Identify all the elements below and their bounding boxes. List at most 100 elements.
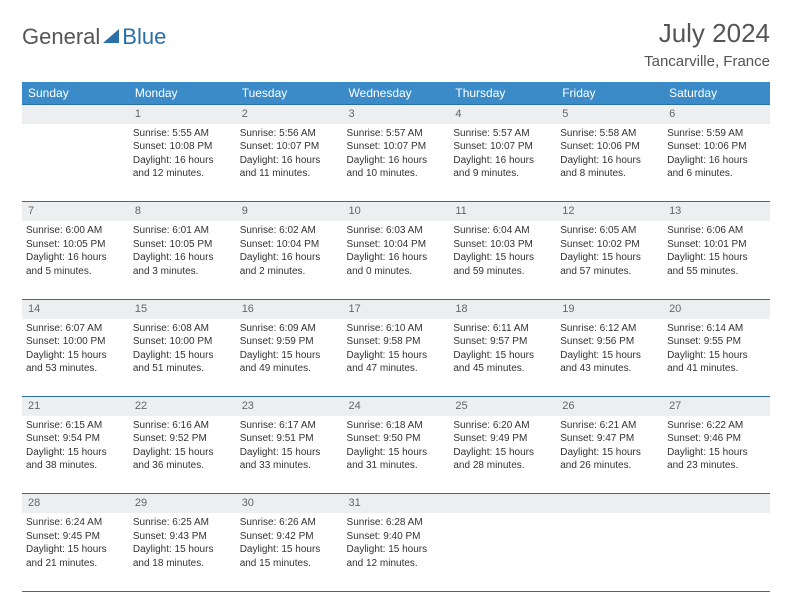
- day-cell: [449, 513, 556, 591]
- day-cell: Sunrise: 6:06 AMSunset: 10:01 PMDaylight…: [663, 221, 770, 299]
- sunset-text: Sunset: 10:05 PM: [26, 238, 125, 252]
- day-cell: Sunrise: 6:10 AMSunset: 9:58 PMDaylight:…: [343, 319, 450, 397]
- day-number: [556, 494, 663, 513]
- d1-text: Daylight: 15 hours: [560, 349, 659, 363]
- day-number-row: 123456: [22, 105, 770, 124]
- d1-text: Daylight: 15 hours: [347, 543, 446, 557]
- sunrise-text: Sunrise: 5:57 AM: [453, 127, 552, 141]
- day-number-row: 78910111213: [22, 202, 770, 221]
- sunset-text: Sunset: 9:51 PM: [240, 432, 339, 446]
- weekday-header: Friday: [556, 82, 663, 105]
- day-cell: Sunrise: 6:14 AMSunset: 9:55 PMDaylight:…: [663, 319, 770, 397]
- d1-text: Daylight: 16 hours: [240, 251, 339, 265]
- day-cell: Sunrise: 6:20 AMSunset: 9:49 PMDaylight:…: [449, 416, 556, 494]
- sunrise-text: Sunrise: 6:18 AM: [347, 419, 446, 433]
- d2-text: and 55 minutes.: [667, 265, 766, 279]
- weekday-header: Wednesday: [343, 82, 450, 105]
- sunset-text: Sunset: 10:06 PM: [667, 140, 766, 154]
- weekday-header: Tuesday: [236, 82, 343, 105]
- d2-text: and 23 minutes.: [667, 459, 766, 473]
- day-number: 29: [129, 494, 236, 513]
- day-number: 26: [556, 397, 663, 416]
- weekday-header-row: Sunday Monday Tuesday Wednesday Thursday…: [22, 82, 770, 105]
- logo-text-general: General: [22, 24, 100, 50]
- sunset-text: Sunset: 10:07 PM: [347, 140, 446, 154]
- day-number: 8: [129, 202, 236, 221]
- d2-text: and 15 minutes.: [240, 557, 339, 571]
- day-number: 3: [343, 105, 450, 124]
- calendar-table: Sunday Monday Tuesday Wednesday Thursday…: [22, 82, 770, 592]
- d2-text: and 18 minutes.: [133, 557, 232, 571]
- sunset-text: Sunset: 9:45 PM: [26, 530, 125, 544]
- day-number: 20: [663, 299, 770, 318]
- day-number: 30: [236, 494, 343, 513]
- sunrise-text: Sunrise: 6:16 AM: [133, 419, 232, 433]
- day-cell: [556, 513, 663, 591]
- d2-text: and 2 minutes.: [240, 265, 339, 279]
- d2-text: and 12 minutes.: [133, 167, 232, 181]
- sunrise-text: Sunrise: 6:17 AM: [240, 419, 339, 433]
- d2-text: and 53 minutes.: [26, 362, 125, 376]
- weekday-header: Sunday: [22, 82, 129, 105]
- day-number: 14: [22, 299, 129, 318]
- d2-text: and 36 minutes.: [133, 459, 232, 473]
- d1-text: Daylight: 15 hours: [560, 446, 659, 460]
- day-number: 5: [556, 105, 663, 124]
- d2-text: and 57 minutes.: [560, 265, 659, 279]
- day-number: 31: [343, 494, 450, 513]
- day-cell: Sunrise: 6:15 AMSunset: 9:54 PMDaylight:…: [22, 416, 129, 494]
- d2-text: and 33 minutes.: [240, 459, 339, 473]
- day-number: 4: [449, 105, 556, 124]
- week-row: Sunrise: 6:07 AMSunset: 10:00 PMDaylight…: [22, 319, 770, 397]
- day-number: 28: [22, 494, 129, 513]
- sunrise-text: Sunrise: 6:07 AM: [26, 322, 125, 336]
- day-number: 18: [449, 299, 556, 318]
- weekday-header: Thursday: [449, 82, 556, 105]
- week-row: Sunrise: 6:24 AMSunset: 9:45 PMDaylight:…: [22, 513, 770, 591]
- day-cell: Sunrise: 6:01 AMSunset: 10:05 PMDaylight…: [129, 221, 236, 299]
- d1-text: Daylight: 16 hours: [347, 154, 446, 168]
- d2-text: and 43 minutes.: [560, 362, 659, 376]
- d1-text: Daylight: 16 hours: [560, 154, 659, 168]
- month-title: July 2024: [644, 18, 770, 49]
- day-number: [449, 494, 556, 513]
- d1-text: Daylight: 15 hours: [133, 543, 232, 557]
- day-number: 7: [22, 202, 129, 221]
- day-cell: Sunrise: 6:18 AMSunset: 9:50 PMDaylight:…: [343, 416, 450, 494]
- day-cell: Sunrise: 6:05 AMSunset: 10:02 PMDaylight…: [556, 221, 663, 299]
- weekday-header: Saturday: [663, 82, 770, 105]
- day-cell: Sunrise: 6:11 AMSunset: 9:57 PMDaylight:…: [449, 319, 556, 397]
- sunrise-text: Sunrise: 6:20 AM: [453, 419, 552, 433]
- sunrise-text: Sunrise: 6:15 AM: [26, 419, 125, 433]
- d2-text: and 8 minutes.: [560, 167, 659, 181]
- sunrise-text: Sunrise: 6:21 AM: [560, 419, 659, 433]
- day-cell: Sunrise: 6:00 AMSunset: 10:05 PMDaylight…: [22, 221, 129, 299]
- location: Tancarville, France: [644, 53, 770, 70]
- day-number: 10: [343, 202, 450, 221]
- sunrise-text: Sunrise: 6:00 AM: [26, 224, 125, 238]
- sunrise-text: Sunrise: 6:05 AM: [560, 224, 659, 238]
- d1-text: Daylight: 15 hours: [26, 543, 125, 557]
- sunrise-text: Sunrise: 5:59 AM: [667, 127, 766, 141]
- sunset-text: Sunset: 10:04 PM: [240, 238, 339, 252]
- sunset-text: Sunset: 9:56 PM: [560, 335, 659, 349]
- day-cell: Sunrise: 6:07 AMSunset: 10:00 PMDaylight…: [22, 319, 129, 397]
- day-cell: Sunrise: 5:57 AMSunset: 10:07 PMDaylight…: [343, 124, 450, 202]
- d1-text: Daylight: 16 hours: [133, 251, 232, 265]
- sunrise-text: Sunrise: 6:02 AM: [240, 224, 339, 238]
- sunrise-text: Sunrise: 6:09 AM: [240, 322, 339, 336]
- d1-text: Daylight: 15 hours: [133, 349, 232, 363]
- d2-text: and 9 minutes.: [453, 167, 552, 181]
- week-row: Sunrise: 6:00 AMSunset: 10:05 PM Daylight…: [22, 221, 770, 299]
- sunset-text: Sunset: 10:06 PM: [560, 140, 659, 154]
- week-row: Sunrise: 6:15 AMSunset: 9:54 PMDaylight:…: [22, 416, 770, 494]
- weekday-header: Monday: [129, 82, 236, 105]
- d1-text: Daylight: 15 hours: [240, 446, 339, 460]
- d1-text: Daylight: 15 hours: [453, 349, 552, 363]
- sunset-text: Sunset: 10:07 PM: [453, 140, 552, 154]
- sunset-text: Sunset: 9:46 PM: [667, 432, 766, 446]
- day-cell: Sunrise: 6:24 AMSunset: 9:45 PMDaylight:…: [22, 513, 129, 591]
- day-cell: [22, 124, 129, 202]
- day-number-row: 21222324252627: [22, 397, 770, 416]
- d2-text: and 5 minutes.: [26, 265, 125, 279]
